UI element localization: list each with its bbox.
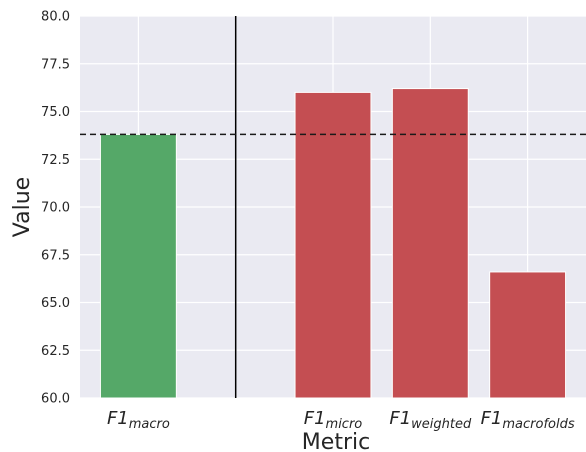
y-tick-label: 60.0 — [41, 392, 70, 407]
x-tick-label-macrofolds: F1macrofolds — [481, 408, 575, 432]
x-tick-label-weighted: F1weighted — [389, 408, 472, 432]
x-tick-label-micro: F1micro — [304, 408, 363, 432]
y-tick-label: 65.0 — [41, 296, 70, 311]
x-tick-label-macro: F1macro — [107, 408, 170, 432]
y-tick-label: 80.0 — [41, 10, 70, 25]
x-tick-labels: F1macro F1micro F1weighted F1macrofolds — [107, 408, 575, 432]
y-tick-labels: 60.0 62.5 65.0 67.5 70.0 72.5 75.0 77.5 80.0 — [41, 10, 70, 407]
bar-macrofolds — [489, 271, 567, 399]
y-axis-label: Value — [10, 177, 35, 237]
y-tick-label: 62.5 — [41, 344, 70, 359]
y-tick-label: 75.0 — [41, 105, 70, 120]
bars-group — [99, 88, 567, 399]
y-tick-label: 77.5 — [41, 57, 70, 72]
y-tick-label: 70.0 — [41, 201, 70, 216]
y-tick-label: 72.5 — [41, 153, 70, 168]
x-axis-label: Metric — [302, 430, 370, 452]
bar-macro — [99, 133, 177, 399]
y-tick-label: 67.5 — [41, 248, 70, 263]
bar-micro — [294, 91, 372, 399]
reference-lines — [80, 16, 586, 398]
bar-weighted — [391, 88, 469, 399]
